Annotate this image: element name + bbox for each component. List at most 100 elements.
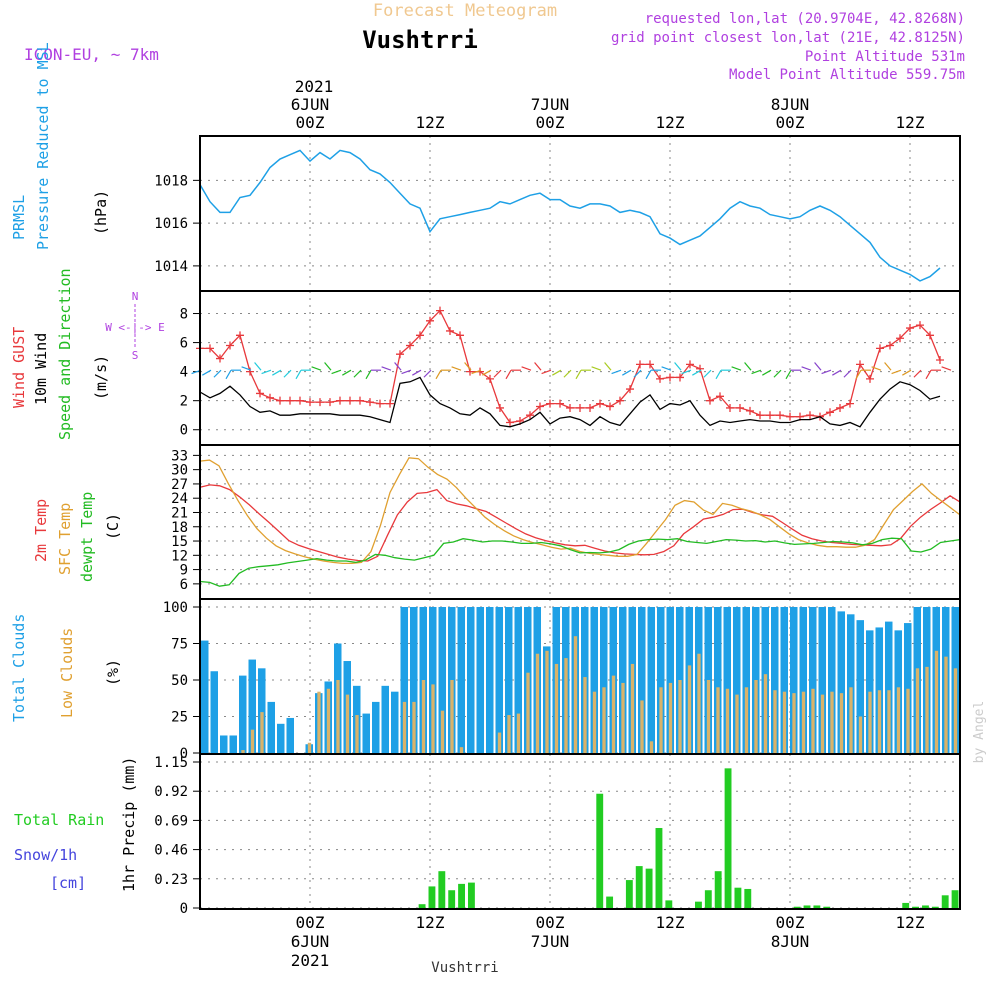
model-altitude: Model Point Altitude 559.75m xyxy=(729,67,965,83)
gust-point xyxy=(736,403,744,412)
precip-bar xyxy=(418,904,426,908)
total-cloud-bar xyxy=(258,668,266,753)
wind-direction-arrow xyxy=(762,369,772,376)
total-cloud-bar xyxy=(771,607,779,753)
precip-unit: 1hr Precip (mm) xyxy=(120,757,138,892)
total-cloud-bar xyxy=(486,607,494,753)
total-cloud-bar xyxy=(220,735,228,753)
low-cloud-bar xyxy=(716,687,720,753)
clouds-panel: 0 25 50 75 100 xyxy=(163,599,960,762)
precip-bar xyxy=(931,906,939,908)
gust-point xyxy=(486,374,494,383)
wind-direction-arrow xyxy=(715,369,722,380)
total-cloud-bar xyxy=(267,701,275,753)
snow-unit-label: [cm] xyxy=(50,874,86,892)
precip-bar xyxy=(813,905,821,908)
precip-frame xyxy=(199,753,961,910)
precip-bar xyxy=(428,886,436,908)
cloud-labels: Total Clouds Low Clouds (%) xyxy=(10,614,122,722)
wind-gust-label: Wind GUST xyxy=(10,327,28,408)
gust-point xyxy=(286,396,294,405)
clouds-tick-label: 50 xyxy=(171,673,188,689)
gust-point xyxy=(416,331,424,340)
low-cloud-bar xyxy=(782,691,787,753)
temp-tick-label: 9 xyxy=(180,563,188,579)
low-cloud-bar xyxy=(659,687,663,753)
low-cloud-bar xyxy=(355,715,359,753)
low-cloud-bar xyxy=(621,682,625,753)
gust-point xyxy=(536,402,544,411)
low-cloud-bar xyxy=(412,701,416,753)
gust-point xyxy=(346,396,354,405)
bottom-day-label: 8JUN xyxy=(771,932,810,951)
gust-point xyxy=(876,344,884,353)
gust-point xyxy=(846,399,854,408)
low-cloud-bar xyxy=(545,650,549,753)
gust-point xyxy=(276,396,284,405)
bottom-day-label: 6JUN xyxy=(291,932,330,951)
low-cloud-bar xyxy=(507,715,511,753)
wind-direction-arrow xyxy=(821,369,832,375)
wind-panel: 0 2 4 6 8 xyxy=(180,291,960,445)
gust-point xyxy=(456,331,464,340)
wind-direction-arrow xyxy=(342,369,352,376)
wind-direction-arrow xyxy=(785,369,792,380)
low-cloud-bar xyxy=(564,658,568,753)
precip-bar xyxy=(596,793,604,908)
gust-point xyxy=(326,398,334,407)
gust-point xyxy=(526,411,534,420)
wind-direction-arrow xyxy=(471,369,482,375)
wind-tick-label: 4 xyxy=(180,365,188,381)
low-cloud-bar xyxy=(516,713,521,753)
low-cloud-bar xyxy=(260,712,264,753)
clouds-tick-label: 0 xyxy=(180,746,188,762)
clouds-tick-label: 75 xyxy=(171,637,188,653)
gust-point xyxy=(376,399,384,408)
total-cloud-bar xyxy=(657,607,665,753)
low-cloud-bar xyxy=(611,675,616,753)
wind-direction-arrow xyxy=(272,369,282,376)
gust-point xyxy=(566,403,574,412)
model-label: ICON-EU, ~ 7km xyxy=(24,45,159,64)
total-cloud-bar xyxy=(372,701,380,753)
low-cloud-bar xyxy=(450,680,454,753)
total-cloud-bar xyxy=(904,623,912,753)
total-cloud-bar xyxy=(666,607,674,753)
point-altitude: Point Altitude 531m xyxy=(805,49,965,65)
total-cloud-bar xyxy=(210,671,218,753)
total-cloud-bar xyxy=(590,607,598,753)
low-cloud-bar xyxy=(497,732,502,753)
total-cloud-bar xyxy=(733,607,741,753)
total-cloud-bar xyxy=(476,607,484,753)
pressure-frame xyxy=(199,135,961,292)
gust-point xyxy=(586,403,594,412)
precip-labels: Total Rain Snow/1h [cm] 1hr Precip (mm) xyxy=(14,757,138,892)
gust-point xyxy=(576,403,584,412)
low-cloud-bar xyxy=(554,663,559,753)
footer-location: Vushtrri xyxy=(431,960,498,976)
gust-point xyxy=(596,399,604,408)
gust-point xyxy=(316,398,324,407)
gust-point xyxy=(856,360,864,369)
wind-direction-arrow xyxy=(324,362,332,371)
gust-point xyxy=(886,341,894,350)
bottom-year-label: 2021 xyxy=(291,951,330,970)
low-cloud-bar xyxy=(535,653,540,753)
bottom-hour-label: 00Z xyxy=(536,913,565,932)
wind-direction-arrow xyxy=(674,362,682,371)
precip-bar xyxy=(438,871,446,908)
temp-tick-label: 6 xyxy=(180,577,188,593)
low-cloud-bar xyxy=(345,694,350,753)
low-cloud-bar xyxy=(649,741,654,753)
gust-point xyxy=(826,408,834,417)
wind-direction-arrow xyxy=(751,369,762,375)
wind-line xyxy=(199,376,941,428)
gust-point xyxy=(546,399,554,408)
snow-label: Snow/1h xyxy=(14,846,77,864)
precip-bar xyxy=(655,828,663,908)
precip-bar xyxy=(724,768,732,908)
gust-point xyxy=(246,367,254,376)
gust-point xyxy=(266,393,274,402)
watermark: by Angel xyxy=(972,701,987,764)
temp-2m-line xyxy=(199,484,961,562)
